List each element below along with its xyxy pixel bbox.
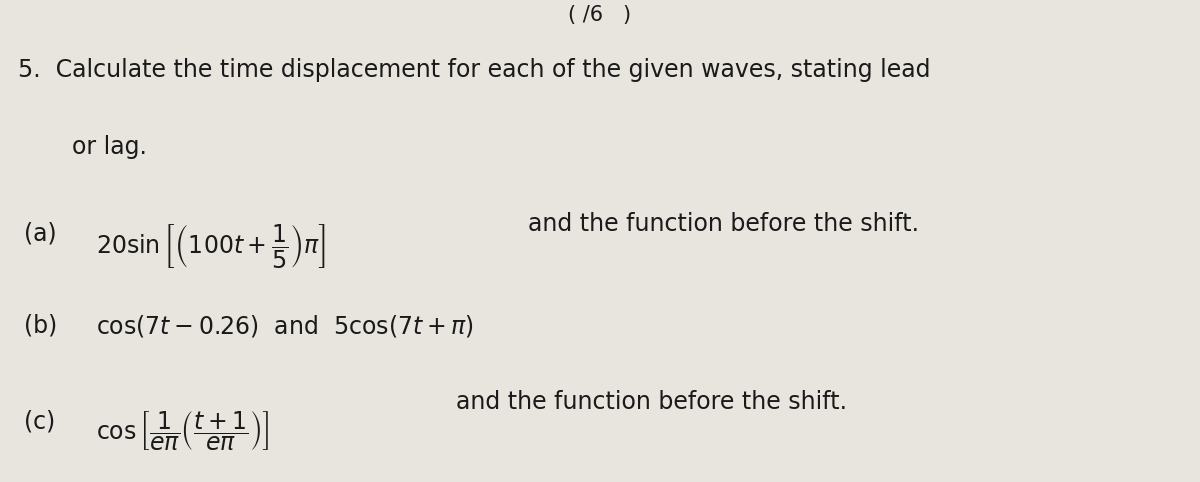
Text: (c): (c) [24, 410, 55, 434]
Text: $\cos\left[\dfrac{1}{e\pi}\left(\dfrac{t+1}{e\pi}\right)\right]$: $\cos\left[\dfrac{1}{e\pi}\left(\dfrac{t… [96, 410, 270, 453]
Text: and the function before the shift.: and the function before the shift. [456, 390, 847, 415]
Text: (b): (b) [24, 313, 58, 337]
Text: $\cos(7t - 0.26)$  and  $5\cos(7t + \pi)$: $\cos(7t - 0.26)$ and $5\cos(7t + \pi)$ [96, 313, 474, 339]
Text: or lag.: or lag. [72, 135, 146, 159]
Text: 5.  Calculate the time displacement for each of the given waves, stating lead: 5. Calculate the time displacement for e… [18, 58, 930, 82]
Text: ( /6   ): ( /6 ) [569, 5, 631, 25]
Text: $20\sin\left[\left(100t+\dfrac{1}{5}\right)\pi\right]$: $20\sin\left[\left(100t+\dfrac{1}{5}\rig… [96, 222, 325, 270]
Text: (a): (a) [24, 222, 56, 246]
Text: and the function before the shift.: and the function before the shift. [528, 212, 919, 236]
